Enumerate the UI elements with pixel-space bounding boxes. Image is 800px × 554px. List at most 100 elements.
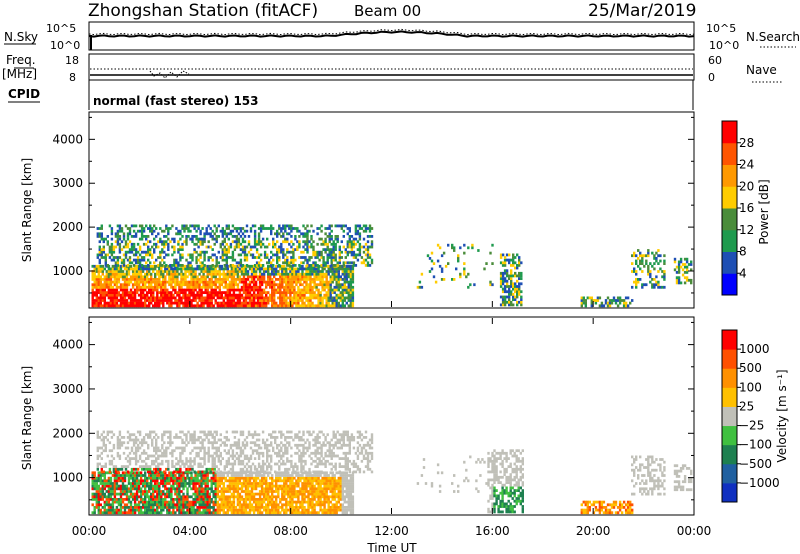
data-cell bbox=[316, 264, 319, 267]
data-cell bbox=[170, 479, 173, 483]
data-cell bbox=[269, 476, 272, 480]
data-cell bbox=[234, 278, 238, 281]
data-cell bbox=[162, 484, 165, 488]
data-cell bbox=[162, 296, 165, 300]
data-cell bbox=[351, 482, 355, 485]
data-cell bbox=[113, 272, 117, 276]
data-cell bbox=[91, 296, 94, 300]
data-cell bbox=[144, 479, 147, 483]
data-cell bbox=[244, 495, 248, 499]
data-cell bbox=[520, 290, 523, 294]
data-cell bbox=[303, 291, 306, 294]
data-cell bbox=[260, 283, 264, 287]
data-cell bbox=[163, 235, 166, 238]
data-cell bbox=[101, 270, 104, 273]
data-cell bbox=[123, 479, 127, 483]
data-cell bbox=[229, 264, 233, 267]
data-cell bbox=[241, 232, 245, 236]
data-cell bbox=[127, 479, 131, 483]
data-cell bbox=[182, 278, 185, 281]
data-cell bbox=[301, 278, 304, 281]
data-cell bbox=[267, 490, 270, 493]
data-cell bbox=[156, 508, 159, 512]
data-cell bbox=[339, 506, 342, 509]
data-cell bbox=[186, 299, 189, 302]
data-cell bbox=[306, 258, 309, 262]
data-cell bbox=[348, 229, 351, 233]
data-cell bbox=[279, 272, 282, 276]
data-cell bbox=[343, 296, 346, 300]
data-cell bbox=[604, 301, 608, 305]
data-cell bbox=[132, 248, 136, 251]
data-cell bbox=[250, 492, 254, 496]
data-cell bbox=[137, 482, 141, 485]
data-cell bbox=[98, 227, 101, 230]
data-cell bbox=[176, 291, 179, 294]
data-cell bbox=[192, 278, 195, 281]
data-cell bbox=[343, 482, 346, 485]
data-cell bbox=[244, 270, 248, 273]
data-cell bbox=[309, 280, 312, 284]
data-cell bbox=[267, 264, 270, 268]
data-cell bbox=[269, 503, 272, 507]
data-cell bbox=[242, 498, 246, 501]
data-cell bbox=[113, 474, 117, 477]
data-cell bbox=[303, 490, 306, 493]
data-cell bbox=[113, 270, 117, 273]
data-cell bbox=[168, 492, 171, 496]
data-cell bbox=[120, 248, 124, 251]
data-cell bbox=[123, 267, 127, 271]
data-cell bbox=[153, 224, 156, 228]
data-cell bbox=[516, 274, 519, 278]
data-cell bbox=[103, 275, 106, 279]
data-cell bbox=[97, 500, 100, 504]
data-cell bbox=[168, 474, 171, 477]
data-cell bbox=[200, 492, 203, 496]
data-cell bbox=[647, 267, 650, 271]
data-cell bbox=[234, 482, 238, 485]
data-cell bbox=[242, 267, 246, 271]
data-cell bbox=[301, 492, 304, 496]
data-cell bbox=[234, 272, 238, 276]
data-cell bbox=[341, 301, 344, 305]
data-cell bbox=[327, 495, 330, 499]
data-cell bbox=[256, 500, 260, 504]
data-cell bbox=[293, 506, 296, 509]
data-cell bbox=[451, 278, 454, 281]
data-cell bbox=[505, 285, 509, 288]
data-cell bbox=[346, 250, 349, 254]
data-cell bbox=[181, 235, 184, 238]
data-cell bbox=[340, 256, 343, 259]
data-cell bbox=[260, 280, 264, 284]
data-cell bbox=[342, 229, 345, 233]
data-cell bbox=[167, 253, 170, 257]
data-cell bbox=[329, 479, 332, 483]
data-cell bbox=[510, 277, 513, 280]
data-cell bbox=[258, 500, 262, 504]
data-cell bbox=[326, 242, 329, 246]
data-cell bbox=[107, 484, 111, 488]
data-cell bbox=[171, 237, 174, 241]
data-cell bbox=[239, 227, 243, 230]
data-cell bbox=[325, 275, 328, 279]
data-cell bbox=[265, 479, 268, 483]
data-cell bbox=[204, 500, 207, 504]
data-cell bbox=[503, 303, 507, 307]
data-cell bbox=[265, 490, 268, 493]
data-cell bbox=[305, 495, 308, 499]
data-cell bbox=[111, 500, 115, 504]
data-cell bbox=[240, 272, 244, 276]
data-cell bbox=[307, 304, 310, 308]
data-cell bbox=[657, 270, 660, 273]
data-cell bbox=[345, 487, 348, 491]
data-cell bbox=[146, 285, 149, 289]
data-cell bbox=[311, 285, 314, 289]
data-cell bbox=[253, 264, 257, 267]
data-cell bbox=[510, 282, 513, 286]
data-cell bbox=[104, 256, 107, 259]
data-cell bbox=[141, 482, 145, 485]
data-cell bbox=[124, 240, 128, 244]
data-cell bbox=[210, 270, 213, 273]
data-cell bbox=[358, 250, 362, 254]
data-cell bbox=[145, 237, 148, 241]
